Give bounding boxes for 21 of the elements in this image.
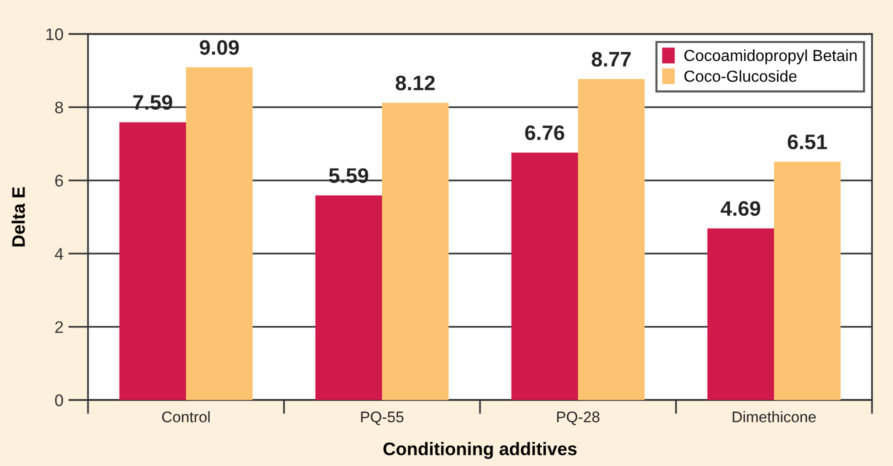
data-label: 8.77 xyxy=(592,52,631,67)
data-label: 9.09 xyxy=(200,40,239,55)
legend-label: Coco-Glucoside xyxy=(684,70,797,82)
y-tick-label: 6 xyxy=(55,174,63,187)
y-tick-label: 2 xyxy=(55,321,63,333)
y-tick-label: 0 xyxy=(55,394,64,406)
data-label: 4.69 xyxy=(720,201,760,216)
data-label: 8.12 xyxy=(396,76,435,90)
y-axis-title: Delta E xyxy=(12,187,25,246)
y-tick-label: 10 xyxy=(46,28,64,40)
x-tick-label: PQ-55 xyxy=(361,412,404,426)
legend-label: Cocoamidopropyl Betain xyxy=(684,49,857,64)
data-label: 6.51 xyxy=(788,134,828,150)
x-tick-label: PQ-28 xyxy=(557,412,600,426)
data-label: 7.59 xyxy=(133,95,172,110)
x-axis-title: Conditioning additives xyxy=(383,442,577,459)
data-label: 6.76 xyxy=(525,125,564,140)
x-tick-label: Control xyxy=(162,411,210,422)
y-tick-label: 8 xyxy=(55,102,63,114)
x-tick-label: Dimethicone xyxy=(732,411,816,422)
y-tick-label: 4 xyxy=(54,248,64,260)
